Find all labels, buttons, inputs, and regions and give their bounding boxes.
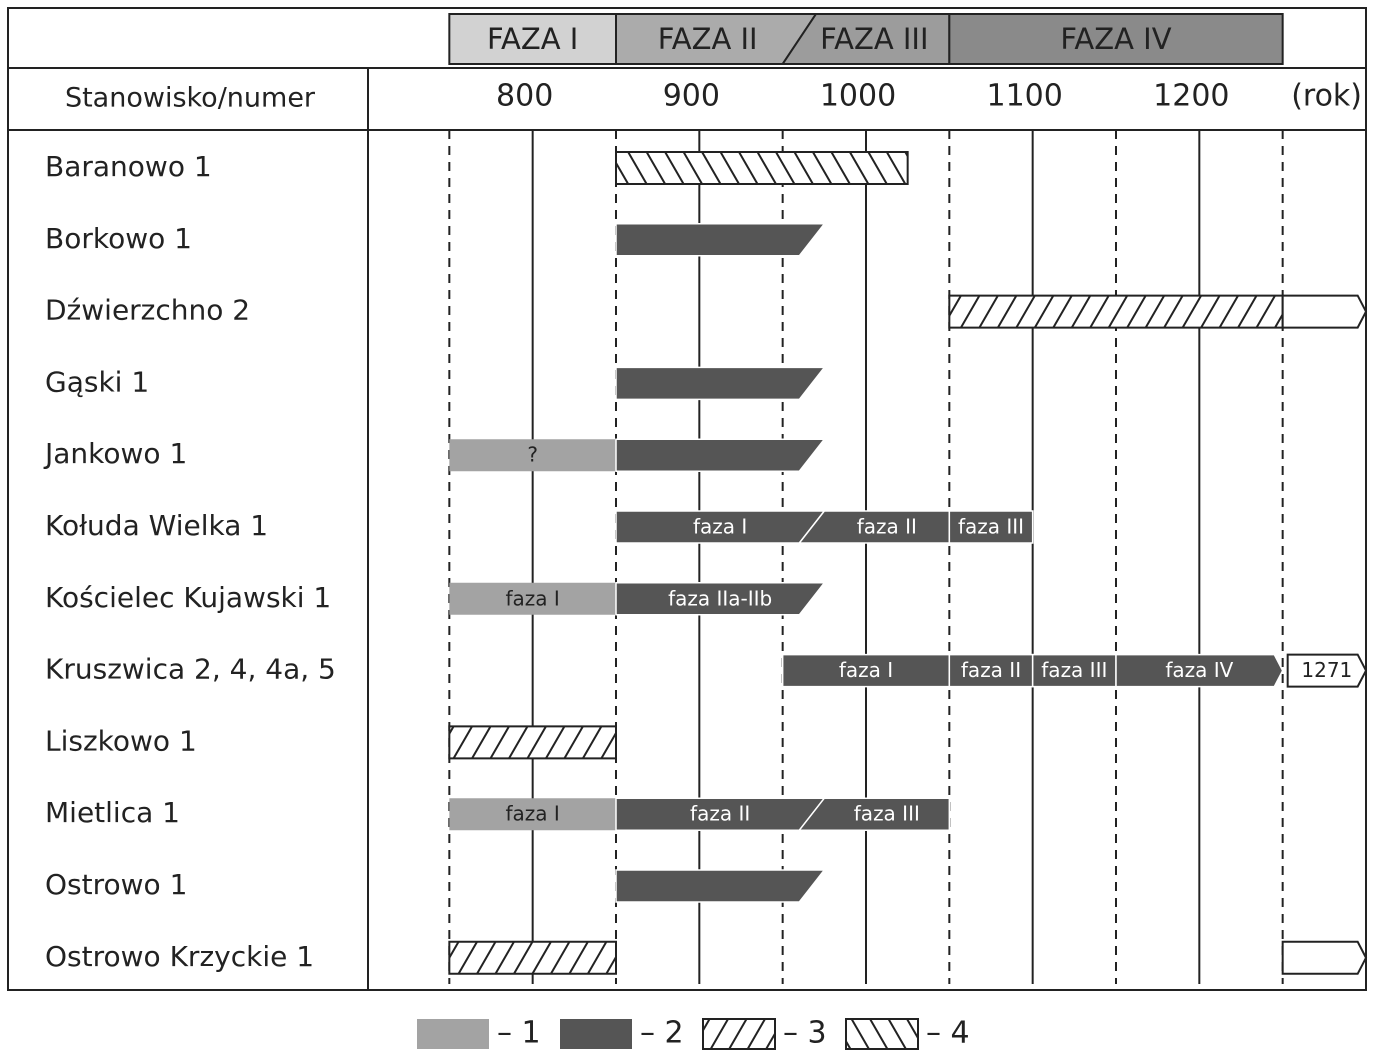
segment-label: faza I <box>839 658 893 682</box>
segment-label: faza IV <box>1165 658 1233 682</box>
row-label: Kruszwica 2, 4, 4a, 5 <box>45 653 336 686</box>
legend-swatch <box>845 1018 919 1050</box>
legend-swatch <box>702 1018 776 1050</box>
grid: FAZA I FAZA II FAZA III FAZA IV 800 900 1000 11… <box>448 13 1284 984</box>
segment-label: faza III <box>854 802 920 826</box>
segment <box>797 797 951 831</box>
x-tick-label: 1000 <box>820 79 896 114</box>
legend-swatch <box>417 1019 489 1049</box>
segment-label: faza I <box>506 802 560 826</box>
segment <box>1115 653 1284 688</box>
segment-label: faza II <box>961 658 1021 682</box>
legend-label: – 1 <box>497 1016 541 1051</box>
phase-box <box>948 13 1284 65</box>
row-label: Dźwierzchno 2 <box>45 294 250 327</box>
segment-label: 1271 <box>1301 658 1352 682</box>
segment-label: faza II <box>690 802 750 826</box>
segment <box>449 582 616 615</box>
segment <box>1286 653 1368 688</box>
legend-swatch <box>560 1019 632 1049</box>
bars: Baranowo 1 Borkowo 1 Dźwierzchno 2 Gąski 1 J… <box>43 150 1368 975</box>
segment <box>448 725 617 760</box>
legend-label: – 2 <box>640 1016 684 1051</box>
segment-label: faza II <box>857 515 917 539</box>
phase-label: FAZA IV <box>1060 22 1171 56</box>
phase-label: FAZA I <box>487 22 578 56</box>
legend-label: – 3 <box>783 1016 827 1051</box>
segment <box>615 151 909 185</box>
x-tick-label: 900 <box>663 79 720 114</box>
segment <box>948 294 1284 329</box>
segment <box>615 223 826 257</box>
row-label: Jankowo 1 <box>43 437 187 470</box>
row-label: Borkowo 1 <box>45 222 192 255</box>
legend-label: – 4 <box>926 1016 970 1051</box>
x-tick-label: 800 <box>496 79 553 114</box>
phase-label: FAZA II <box>658 22 758 56</box>
segment-label: faza I <box>693 515 747 539</box>
row-label: Kościelec Kujawski 1 <box>45 581 331 614</box>
axis-unit: (rok) <box>1291 79 1362 114</box>
phase-label: FAZA III <box>820 22 928 56</box>
segment-label: faza IIa-IIb <box>668 586 772 610</box>
legend: – 1 – 2 – 3 – 4 <box>417 1016 970 1051</box>
segment-label: faza I <box>506 586 560 610</box>
x-tick-label: 1100 <box>986 79 1062 114</box>
segment <box>615 366 826 401</box>
segment <box>449 798 616 831</box>
segment <box>615 869 826 903</box>
segment <box>1281 294 1368 329</box>
row-label: Kołuda Wielka 1 <box>45 509 268 542</box>
row-header: Stanowisko/numer <box>65 83 316 114</box>
row-label: Baranowo 1 <box>45 150 212 183</box>
row-label: Gąski 1 <box>45 365 149 398</box>
frame <box>7 7 1367 991</box>
segment-label: ? <box>527 443 538 467</box>
segment <box>948 510 1034 544</box>
segment-label: faza III <box>1041 658 1107 682</box>
row-label: Mietlica 1 <box>45 796 180 829</box>
row-label: Ostrowo Krzyckie 1 <box>45 940 314 973</box>
segment <box>615 582 826 616</box>
segment-label: faza III <box>958 515 1024 539</box>
segment <box>449 439 616 472</box>
x-tick-label: 1200 <box>1153 79 1229 114</box>
row-label: Ostrowo 1 <box>45 868 187 901</box>
row-label: Liszkowo 1 <box>45 724 197 757</box>
segment <box>448 940 617 975</box>
segment <box>615 438 826 472</box>
segment <box>1281 940 1368 975</box>
